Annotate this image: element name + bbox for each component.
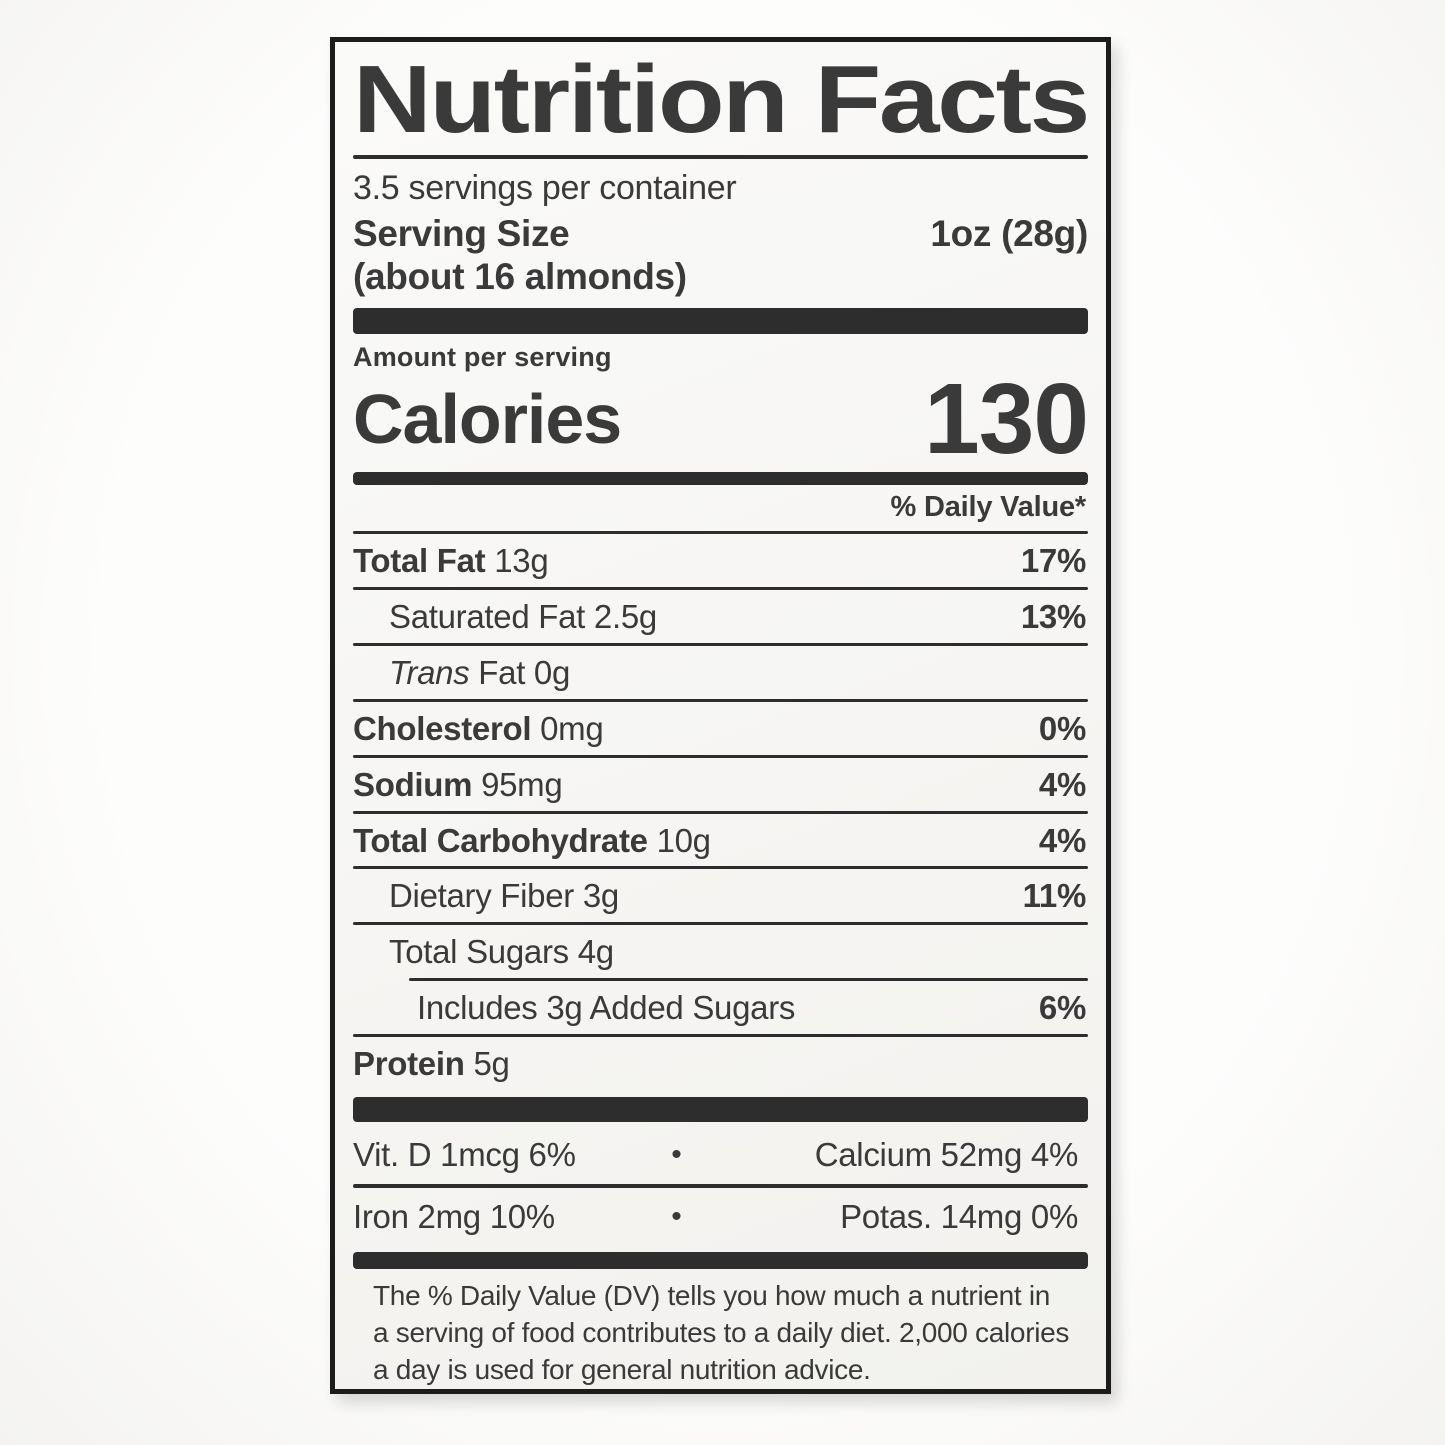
nutrient-dv: 11% [1022,877,1087,915]
label-title: Nutrition Facts [353,54,1088,148]
nutrient-name: Cholesterol [353,709,532,747]
nutrient-row-cholesterol: Cholesterol 0mg 0% [353,702,1088,755]
label-title-text: Nutrition Facts [353,54,1088,148]
nutrient-row-total-carbohydrate: Total Carbohydrate 10g 4% [353,814,1088,867]
section-bar-top [353,307,1088,334]
nutrient-row-saturated-fat: Saturated Fat 2.5g 13% [353,590,1088,643]
nutrient-name: Saturated Fat 2.5g [389,597,657,635]
nutrient-amount: 13g [494,541,549,579]
nutrient-name: Total Carbohydrate [353,821,648,859]
bullet-separator: • [671,1138,682,1172]
divider [353,1183,1088,1188]
section-bar-micronutrients [353,1097,1088,1123]
nutrient-dv: 13% [1020,597,1086,635]
nutrient-row-added-sugars: Includes 3g Added Sugars 6% [353,981,1088,1034]
vitamin-d-value: Vit. D 1mcg 6% [353,1136,576,1174]
section-bar-calories [353,471,1088,485]
divider [353,922,1088,926]
nutrient-name: Protein [353,1045,465,1083]
nutrient-dv: 6% [1038,989,1086,1027]
nutrient-dv: 0% [1038,709,1086,747]
nutrient-amount: 10g [656,821,711,859]
nutrient-amount: 5g [473,1045,510,1083]
nutrient-name: Total Sugars 4g [389,933,614,971]
nutrient-dv: 17% [1020,541,1086,579]
serving-size-label: Serving Size [353,212,570,254]
serving-size-row: Serving Size 1oz (28g) [353,212,1088,256]
footnote-line-3: a day is used for general nutrition advi… [373,1354,871,1386]
nutrient-row-total-sugars: Total Sugars 4g [353,925,1088,978]
potassium-value: Potas. 14mg 0% [840,1197,1078,1235]
nutrient-row-trans-fat: Trans Fat 0g [353,646,1088,699]
footnote-line-2: a serving of food contributes to a daily… [373,1317,1070,1349]
footnote-line-1: The % Daily Value (DV) tells you how muc… [373,1280,1051,1312]
calcium-value: Calcium 52mg 4% [814,1136,1079,1174]
serving-size-note: (about 16 almonds) [353,256,687,298]
calories-value: 130 [924,362,1089,475]
bullet-separator: • [671,1199,682,1233]
divider [353,866,1088,870]
daily-value-header: % Daily Value* [890,490,1087,523]
servings-per-container: 3.5 servings per container [353,169,737,207]
divider [353,1034,1088,1038]
calories-row: Calories 130 [353,362,1089,475]
nutrient-name: Includes 3g Added Sugars [417,989,796,1027]
nutrient-dv: 4% [1038,765,1086,803]
divider-under-title [353,155,1088,159]
micronutrient-row-1: Vit. D 1mcg 6% • Calcium 52mg 4% [353,1126,1088,1184]
amount-per-serving-label: Amount per serving [353,341,612,372]
daily-value-footnote: The % Daily Value (DV) tells you how muc… [353,1278,1088,1389]
divider [353,586,1088,590]
nutrient-row-total-fat: Total Fat 13g 17% [353,534,1088,587]
nutrient-dv: 4% [1038,821,1086,859]
divider [353,698,1088,702]
nutrient-row-dietary-fiber: Dietary Fiber 3g 11% [353,869,1088,922]
nutrient-row-protein: Protein 5g [353,1037,1088,1090]
nutrient-amount: 0mg [540,709,604,747]
iron-value: Iron 2mg 10% [353,1197,555,1235]
divider [353,810,1088,814]
micronutrient-row-2: Iron 2mg 10% • Potas. 14mg 0% [353,1188,1088,1246]
divider-indented [409,978,1088,982]
nutrient-name: Dietary Fiber 3g [389,877,619,915]
nutrition-facts-label: Nutrition Facts 3.5 servings per contain… [330,37,1111,1394]
nutrient-name: Total Fat [353,541,486,579]
serving-size-value: 1oz (28g) [930,212,1088,254]
nutrient-name-italic: Trans [389,653,470,691]
divider [353,530,1088,534]
calories-label: Calories [353,379,622,458]
nutrient-amount: Fat 0g [478,653,571,691]
divider [353,754,1088,758]
divider [353,642,1088,646]
nutrient-row-sodium: Sodium 95mg 4% [353,758,1088,811]
nutrient-amount: 95mg [481,765,563,803]
section-bar-footnote [353,1252,1088,1270]
nutrient-name: Sodium [353,765,473,803]
